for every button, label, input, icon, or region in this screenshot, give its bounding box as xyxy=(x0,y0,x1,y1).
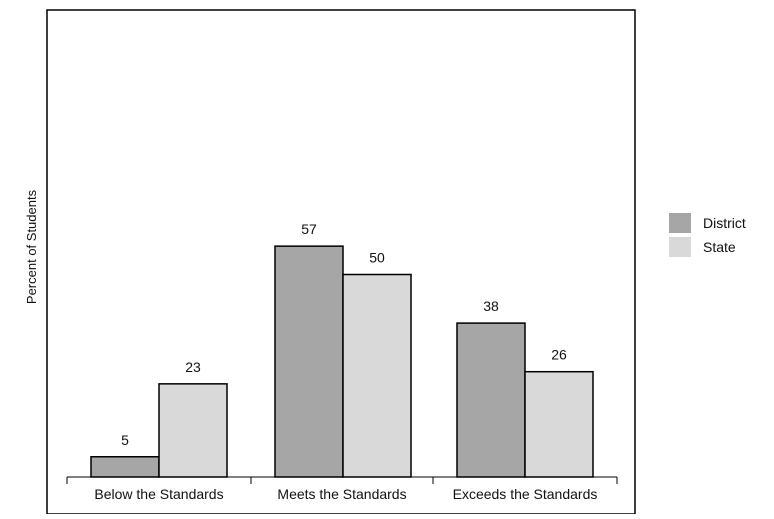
value-label-state-1: 23 xyxy=(185,359,201,375)
legend-label-district: District xyxy=(703,215,746,231)
value-label-district-3: 38 xyxy=(483,298,499,314)
y-axis-label: Percent of Students xyxy=(24,189,39,304)
x-ticks-group: Below the Standards Meets the Standards Ex… xyxy=(66,477,618,502)
legend-swatch-state xyxy=(669,237,691,257)
value-label-state-3: 26 xyxy=(551,347,567,363)
legend: District State xyxy=(669,213,746,257)
bar-district-3 xyxy=(456,322,526,478)
bars-group xyxy=(90,245,594,478)
bar-state-1 xyxy=(158,383,228,478)
bar-state-3 xyxy=(524,370,594,478)
x-tick-label-2: Meets the Standards xyxy=(277,486,406,502)
value-labels-group: 5 23 57 50 38 26 xyxy=(121,221,567,448)
bar-district-2 xyxy=(274,245,344,478)
legend-swatch-district xyxy=(669,213,691,233)
legend-label-state: State xyxy=(703,239,736,255)
x-tick-label-1: Below the Standards xyxy=(94,486,223,502)
value-label-district-1: 5 xyxy=(121,432,129,448)
value-label-state-2: 50 xyxy=(369,250,385,266)
bar-district-1 xyxy=(90,456,160,478)
x-tick-label-3: Exceeds the Standards xyxy=(453,486,598,502)
value-label-district-2: 57 xyxy=(301,221,317,237)
bar-state-2 xyxy=(342,273,412,478)
